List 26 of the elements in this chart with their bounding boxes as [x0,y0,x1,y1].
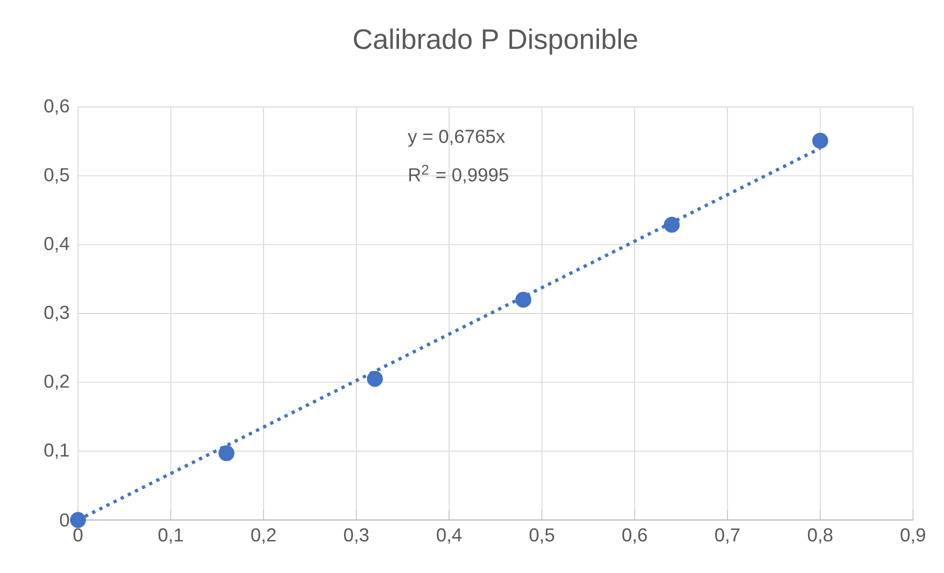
x-tick-label: 0,1 [158,528,183,544]
point [664,216,680,233]
x-tick-label: 0,6 [622,528,647,544]
chart-title: Calibrado P Disponible [354,28,638,55]
point [70,512,86,528]
x-tick-label: 0,4 [436,528,462,544]
y-tick-label: 0,1 [44,443,69,459]
annotation: R$^{2}$ = 0,9995 [409,164,508,184]
point [218,445,234,462]
x-tick-label: 0,9 [900,528,926,544]
y-tick-label: 0,4 [44,236,70,252]
y-tick-label: 0,6 [44,99,69,115]
y-tick-label: 0,5 [44,168,69,184]
x-tick-label: 0 [74,528,82,542]
point [812,132,828,149]
x-tick-label: 0,8 [808,528,832,544]
x-tick-label: 0,3 [344,528,369,544]
x-tick-label: 0,5 [530,528,554,544]
point [515,292,532,308]
x-tick-label: 0,2 [251,528,276,544]
annotation: y = 0,6765x [408,130,505,147]
point [366,370,383,387]
y-tick-label: 0,3 [44,306,69,322]
y-tick-label: 0 [60,513,70,527]
x-tick-label: 0,7 [715,528,740,544]
y-tick-label: 0,2 [44,374,69,390]
